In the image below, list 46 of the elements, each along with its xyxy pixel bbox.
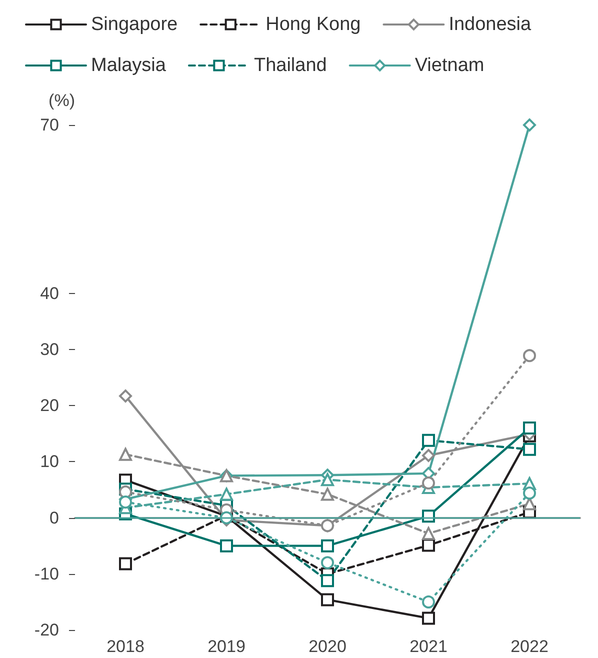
point [422, 612, 435, 625]
point [422, 538, 435, 552]
point [321, 556, 334, 570]
y-tick-label: 0 [50, 508, 59, 528]
point [523, 486, 536, 500]
point [422, 595, 435, 608]
point [422, 434, 435, 447]
legend-label: Singapore [91, 14, 178, 35]
point [321, 473, 334, 486]
point [321, 539, 334, 552]
x-tick-label: 2020 [308, 637, 346, 656]
point [321, 574, 334, 588]
y-tick-label: -20 [34, 620, 59, 640]
legend-label: Thailand [254, 55, 327, 76]
x-tick-label: 2019 [208, 637, 246, 656]
point [422, 526, 435, 540]
point [119, 485, 132, 498]
x-tick-label: 2021 [410, 637, 448, 656]
point [523, 442, 536, 456]
point [119, 390, 132, 403]
x-tick-label: 2022 [510, 637, 548, 656]
y-tick-label: -10 [34, 564, 59, 584]
y-axis-title: (%) [48, 91, 75, 110]
legend-label: Vietnam [414, 55, 484, 76]
point [220, 539, 233, 552]
y-tick-label: 40 [40, 284, 59, 303]
point [422, 448, 435, 462]
y-tick-label: 10 [40, 452, 59, 472]
point [119, 557, 132, 570]
legend-label: Hong Kong [266, 14, 361, 35]
y-tick-label: 20 [40, 396, 59, 416]
point [220, 488, 233, 501]
point [119, 448, 132, 461]
point [422, 476, 435, 490]
legend-label: Indonesia [448, 14, 532, 35]
x-tick-label: 2018 [106, 637, 144, 656]
point [523, 118, 536, 132]
point [321, 593, 334, 606]
point [321, 488, 334, 501]
y-tick-label: 30 [40, 340, 59, 359]
point [119, 496, 132, 509]
point [523, 349, 536, 362]
point [523, 422, 536, 434]
legend-label: Malaysia [91, 55, 166, 76]
y-tick-label: 70 [40, 116, 59, 134]
point [321, 519, 334, 532]
